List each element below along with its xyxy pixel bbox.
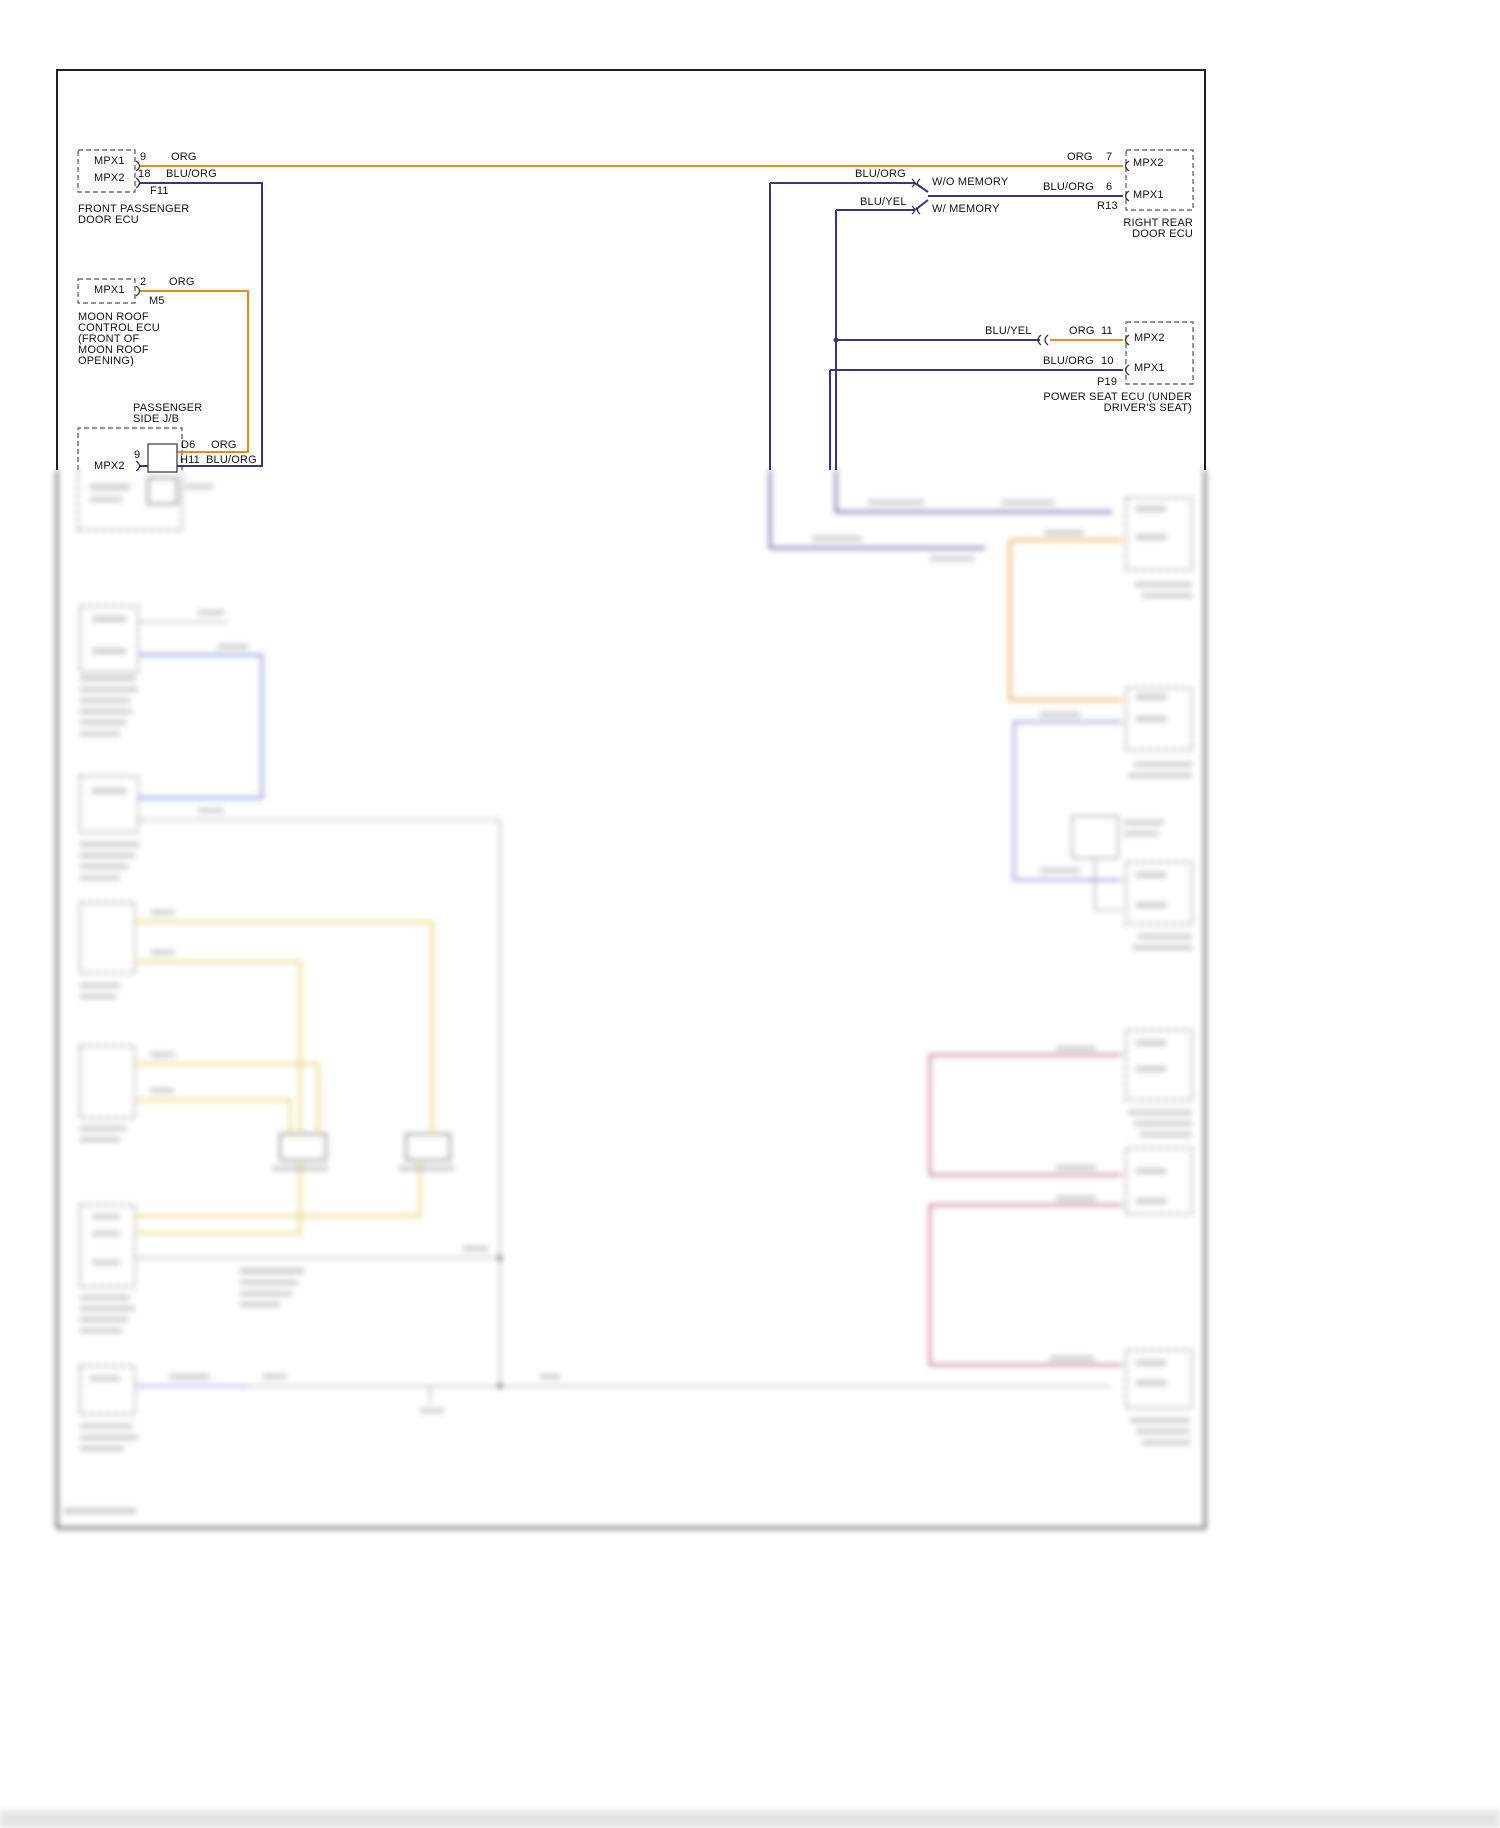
fp-ecu-row-mpx1: MPX1 <box>94 155 125 167</box>
ps-ecu-pin-10: 10 <box>1101 355 1114 367</box>
mr-ecu-pin-2: 2 <box>140 276 147 288</box>
wire-label-bluorg-ps: BLU/ORG <box>1043 355 1094 367</box>
page-bottom-shadow <box>0 1810 1500 1828</box>
rr-ecu-row-mpx2: MPX2 <box>1133 157 1164 169</box>
moon-roof-ecu-box <box>77 278 136 304</box>
blurred-left-boxes <box>79 605 451 1415</box>
bluorg-wire-powerseat <box>829 369 1123 470</box>
jb-row-mpx2: MPX2 <box>94 460 125 472</box>
mr-ecu-name-4: MOON ROOF <box>78 344 149 356</box>
power-seat-ecu-box <box>1125 321 1194 385</box>
rr-ecu-name-2: DOOR ECU <box>1132 228 1193 240</box>
right-rear-door-ecu-box <box>1125 149 1194 211</box>
rr-ecu-connector: R13 <box>1097 200 1118 212</box>
wire-label-bluyel-ps: BLU/YEL <box>985 325 1032 337</box>
wire-label-bluorg-branch: BLU/ORG <box>855 168 906 180</box>
ps-ecu-connector: P19 <box>1097 376 1118 388</box>
org-wire-moonroof <box>139 290 249 453</box>
wire-label-bluorg-rr: BLU/ORG <box>1043 181 1094 193</box>
jb-terminal-h11: H11 <box>180 454 200 466</box>
fp-ecu-name-2: DOOR ECU <box>78 214 139 226</box>
jb-title-2: SIDE J/B <box>133 413 180 425</box>
wire-label-bluorg-h11: BLU/ORG <box>206 454 257 466</box>
wire-label-org: ORG <box>171 151 197 163</box>
fp-ecu-pin-18: 18 <box>138 168 151 180</box>
wire-label-bluyel-branch: BLU/YEL <box>860 196 907 208</box>
diagram-border-bottom <box>56 470 1206 1529</box>
diagram-border-top <box>56 69 1206 470</box>
fp-ecu-connector: F11 <box>150 185 169 197</box>
ps-ecu-name-1: POWER SEAT ECU (UNDER <box>1043 391 1192 403</box>
mr-ecu-name-5: OPENING) <box>78 355 134 367</box>
option-w-memory: W/ MEMORY <box>932 203 1000 215</box>
jb-pin-9: 9 <box>134 449 141 461</box>
bluorg-wire-to-jb <box>139 182 263 467</box>
rr-ecu-pin-6: 6 <box>1106 181 1113 193</box>
pin-brackets <box>135 160 1130 472</box>
fp-ecu-name-1: FRONT PASSENGER <box>78 203 190 215</box>
jb-terminal-box <box>147 443 178 473</box>
mr-ecu-row-mpx1: MPX1 <box>94 284 125 296</box>
ps-ecu-row-mpx1: MPX1 <box>1134 362 1165 374</box>
navy-wires <box>139 182 1123 470</box>
ps-ecu-row-mpx2: MPX2 <box>1134 332 1165 344</box>
blurred-lower-region <box>0 470 1500 1828</box>
blurred-text-blobs <box>64 484 1192 1514</box>
front-passenger-door-ecu-box <box>77 149 136 193</box>
junction-dot <box>833 337 839 343</box>
blurred-wires <box>135 470 1122 1402</box>
rr-ecu-name-1: RIGHT REAR <box>1123 217 1193 229</box>
orange-wires <box>139 165 1123 453</box>
rr-ecu-pin-7: 7 <box>1106 151 1113 163</box>
sharp-layer <box>56 69 1206 473</box>
jb-terminal-box-2 <box>147 477 178 505</box>
ps-ecu-pin-11: 11 <box>1101 325 1113 337</box>
jb-terminal-d6: D6 <box>181 439 196 451</box>
mr-ecu-name-2: CONTROL ECU <box>78 322 160 334</box>
blurred-right-boxes <box>1071 497 1193 1409</box>
wire-label-org-mr: ORG <box>169 276 195 288</box>
rr-ecu-row-mpx1: MPX1 <box>1133 189 1164 201</box>
mr-ecu-connector: M5 <box>149 295 165 307</box>
fp-ecu-row-mpx2: MPX2 <box>94 172 125 184</box>
wire-label-org-rr: ORG <box>1067 151 1093 163</box>
option-wo-memory: W/O MEMORY <box>932 176 1009 188</box>
passenger-jb-box-lower <box>77 470 183 531</box>
ps-ecu-name-2: DRIVER'S SEAT) <box>1103 402 1192 414</box>
mr-ecu-name-3: (FRONT OF <box>78 333 140 345</box>
component-boxes <box>77 149 1194 470</box>
wire-label-bluorg: BLU/ORG <box>166 168 217 180</box>
mr-ecu-name-1: MOON ROOF <box>78 311 149 323</box>
jb-title-1: PASSENGER <box>133 402 203 414</box>
fp-ecu-pin-9: 9 <box>140 151 147 163</box>
wire-label-org-d6: ORG <box>211 439 237 451</box>
passenger-jb-box <box>77 427 183 470</box>
wire-label-org-ps: ORG <box>1069 325 1095 337</box>
bluorg-wire-wo-memory <box>769 182 915 470</box>
